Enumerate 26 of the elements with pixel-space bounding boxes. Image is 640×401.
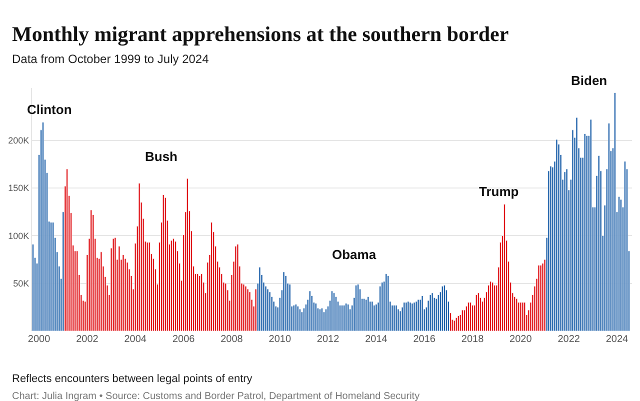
text: Reflects encounters between legal points of entry xyxy=(12,373,253,385)
x-tick-label: 2020 xyxy=(510,334,532,345)
series-label: Clinton xyxy=(27,102,72,117)
x-tick-label: 2024 xyxy=(606,334,629,345)
x-tick-label: 2016 xyxy=(413,334,436,345)
x-tick-label: 2006 xyxy=(172,334,196,345)
series-label: Obama xyxy=(332,247,377,262)
y-tick-label: 200K xyxy=(8,136,30,146)
x-tick-label: 2000 xyxy=(28,334,51,345)
y-tick-label: 150K xyxy=(8,183,30,194)
x-tick-label: 2004 xyxy=(124,334,147,345)
x-tick-label: 2012 xyxy=(316,334,340,345)
y-tick-label: 100K xyxy=(8,230,30,241)
x-tick-label: 2002 xyxy=(76,334,99,345)
series-label: Trump xyxy=(479,184,519,199)
x-tick-label: 2022 xyxy=(558,334,580,345)
series-label: Bush xyxy=(145,149,178,164)
chart-title: Monthly migrant apprehensions at the southern border xyxy=(12,22,509,46)
chart-subtitle: Data from October 1999 to July 2024 xyxy=(12,52,210,66)
x-tick-label: 2014 xyxy=(365,334,388,345)
series-label: Biden xyxy=(571,73,608,88)
x-tick-label: 2008 xyxy=(220,334,244,345)
text: Chart: Julia Ingram • Source: Customs and Border Patrol, Department of Homeland Security xyxy=(12,391,420,401)
x-tick-label: 2018 xyxy=(461,334,484,345)
x-tick-label: 2010 xyxy=(268,334,292,345)
y-tick-label: 50K xyxy=(13,278,30,288)
